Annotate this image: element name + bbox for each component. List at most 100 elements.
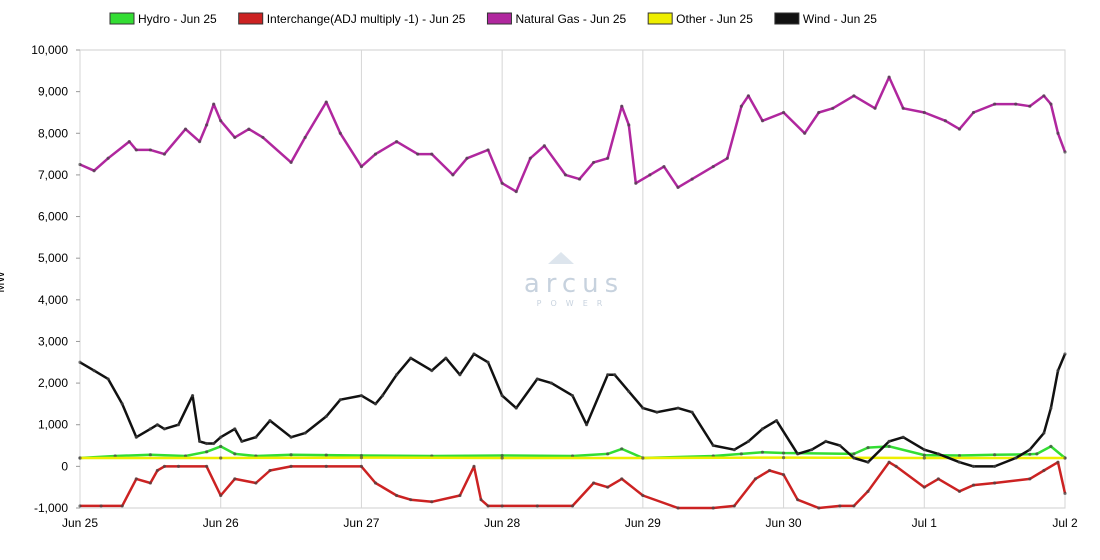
data-point — [1042, 431, 1046, 435]
legend-item[interactable]: Wind - Jun 25 — [774, 12, 877, 26]
data-point — [1063, 456, 1067, 460]
data-point — [254, 481, 258, 485]
data-point — [824, 439, 828, 443]
data-point — [148, 481, 152, 485]
data-point — [957, 460, 962, 464]
data-point — [711, 506, 715, 510]
data-point — [746, 439, 750, 443]
data-point — [289, 453, 293, 457]
x-tick-label: Jun 28 — [484, 516, 520, 530]
data-point — [866, 489, 870, 493]
legend-item[interactable]: Natural Gas - Jun 25 — [486, 12, 626, 26]
data-point — [1056, 460, 1060, 464]
data-point — [563, 173, 568, 177]
data-point — [148, 453, 152, 457]
data-point — [753, 477, 758, 481]
legend-item[interactable]: Hydro - Jun 25 — [109, 12, 217, 26]
y-tick-label: 7,000 — [38, 168, 68, 182]
data-point — [219, 456, 223, 460]
data-point — [359, 393, 364, 398]
data-point — [155, 468, 159, 473]
data-point — [162, 464, 167, 468]
data-point — [148, 148, 152, 152]
data-point — [92, 369, 96, 373]
data-point — [746, 94, 750, 98]
data-point — [106, 377, 110, 381]
data-point — [162, 427, 167, 431]
data-point — [662, 164, 666, 169]
data-point — [838, 443, 842, 448]
data-point — [570, 393, 575, 398]
data-point — [993, 464, 997, 468]
data-point — [535, 377, 539, 381]
data-point — [106, 156, 110, 160]
data-point — [592, 160, 596, 165]
data-point — [971, 464, 976, 468]
legend-label: Wind - Jun 25 — [803, 12, 877, 26]
data-point — [219, 435, 223, 439]
legend-item[interactable]: Interchange(ADJ multiply -1) - Jun 25 — [238, 12, 466, 26]
data-point — [430, 152, 434, 156]
legend-swatch — [647, 12, 673, 25]
data-point — [183, 127, 188, 131]
y-tick-label: 1,000 — [38, 418, 68, 432]
data-point — [395, 373, 399, 377]
data-point — [78, 360, 82, 364]
data-point — [1063, 150, 1067, 154]
chart-grid — [79, 49, 1066, 509]
data-point — [620, 447, 624, 451]
data-point — [732, 448, 736, 452]
data-point — [1014, 102, 1018, 106]
x-axis: Jun 25 Jun 26 Jun 27 Jun 28 Jun 29 Jun 30 Jul … — [62, 516, 1078, 530]
data-point — [303, 135, 307, 140]
data-point — [155, 423, 159, 427]
y-axis-label: MW — [0, 271, 7, 293]
data-point — [486, 504, 490, 508]
data-point — [767, 468, 772, 473]
data-point — [887, 75, 891, 79]
data-point — [500, 504, 504, 508]
data-point — [289, 435, 293, 439]
legend-label: Interchange(ADJ multiply -1) - Jun 25 — [267, 12, 466, 26]
y-tick-label: 9,000 — [38, 85, 68, 99]
data-point — [613, 373, 617, 377]
data-point — [212, 441, 216, 446]
data-point — [887, 444, 891, 448]
data-point — [430, 369, 434, 373]
data-point — [866, 446, 870, 450]
data-point — [641, 456, 645, 460]
data-point — [324, 100, 328, 104]
data-point — [606, 485, 610, 489]
data-point — [1028, 452, 1032, 456]
arcus-logo: arcus POWER — [524, 252, 624, 308]
data-point — [444, 356, 448, 360]
data-point — [690, 177, 694, 181]
data-point — [500, 456, 504, 460]
data-point — [711, 164, 715, 169]
data-point — [1035, 452, 1039, 456]
data-point — [373, 152, 378, 156]
data-point — [514, 189, 518, 194]
x-tick-label: Jun 26 — [203, 516, 239, 530]
legend-label: Other - Jun 25 — [676, 12, 753, 26]
legend-item[interactable]: Other - Jun 25 — [647, 12, 753, 26]
data-point — [922, 456, 926, 460]
watermark-sub-text: POWER — [537, 299, 612, 308]
data-point — [641, 406, 645, 410]
data-point — [373, 481, 378, 485]
data-point — [416, 152, 420, 156]
data-point — [233, 135, 237, 140]
data-point — [1049, 444, 1053, 448]
series-line — [79, 75, 1067, 193]
data-point — [233, 427, 237, 431]
watermark-logo-text: arcus — [524, 269, 624, 299]
data-point — [676, 506, 680, 510]
data-point — [606, 156, 610, 160]
series-3 — [78, 456, 1067, 460]
data-point — [592, 481, 596, 485]
data-point — [655, 410, 659, 414]
data-point — [205, 450, 209, 454]
y-tick-label: 6,000 — [38, 210, 68, 224]
data-point — [240, 439, 244, 443]
data-point — [1014, 456, 1018, 460]
